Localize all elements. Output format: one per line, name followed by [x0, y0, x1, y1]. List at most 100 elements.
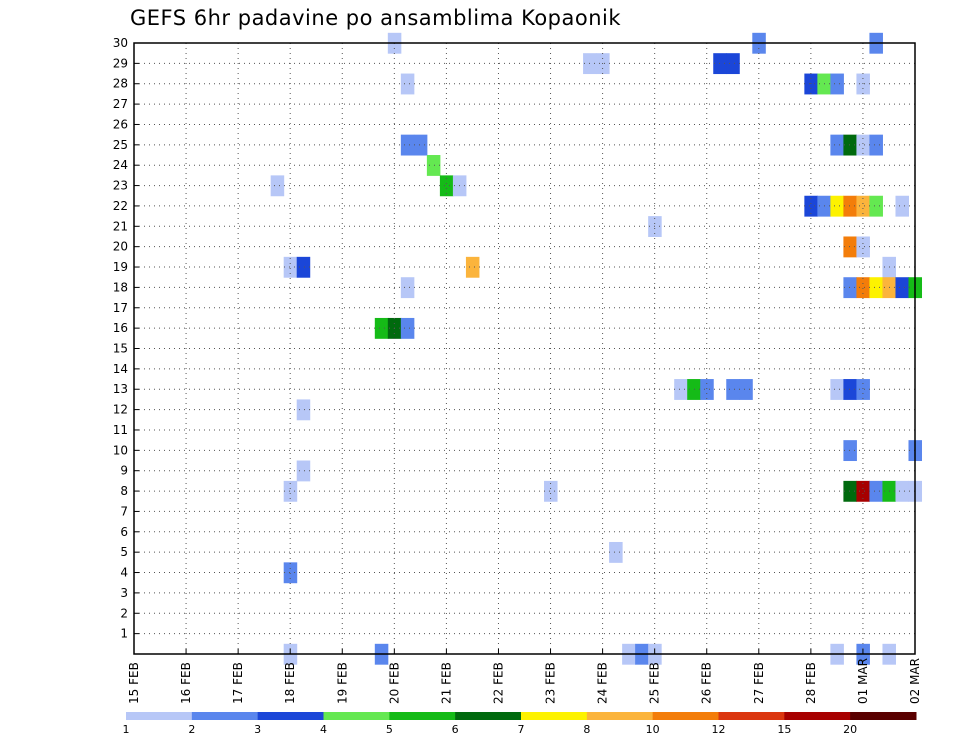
x-tick-label: 21 FEB — [439, 662, 453, 704]
x-tick-label: 22 FEB — [491, 662, 505, 704]
heatmap-cell — [400, 134, 415, 156]
y-tick-label: 9 — [120, 464, 128, 478]
heatmap-cell — [400, 317, 415, 339]
heatmap-cell — [296, 460, 311, 482]
colorbar-segment — [586, 712, 654, 720]
x-tick-label: 20 FEB — [387, 662, 401, 704]
heatmap-cell — [895, 480, 909, 502]
colorbar-label: 2 — [188, 723, 195, 736]
y-tick-label: 4 — [120, 566, 128, 580]
colorbar-segment — [126, 712, 193, 720]
x-tick-label: 01 MAR — [856, 658, 870, 704]
y-tick-label: 5 — [120, 545, 128, 559]
y-tick-label: 27 — [113, 97, 128, 111]
heatmap-cell — [843, 277, 857, 299]
x-tick-label: 16 FEB — [179, 662, 193, 704]
colorbar-segment — [718, 712, 785, 720]
y-tick-label: 26 — [113, 117, 128, 131]
heatmap-cell — [739, 379, 753, 400]
heatmap-cell — [843, 236, 857, 258]
y-tick-label: 11 — [113, 423, 128, 437]
colorbar: 1 2 3 4 5 6 7 8 10 12 15 20 — [123, 712, 917, 736]
y-tick-label: 14 — [113, 362, 128, 376]
heatmap-cell — [609, 541, 623, 563]
x-tick-label: 02 MAR — [908, 658, 922, 704]
x-tick-label: 23 FEB — [544, 662, 558, 704]
heatmap-cell — [869, 195, 883, 217]
colorbar-label: 3 — [254, 723, 261, 736]
x-tick-label: 19 FEB — [335, 662, 349, 704]
heatmap-cell — [830, 379, 844, 400]
y-tick-label: 23 — [113, 179, 128, 193]
ticks-layer: 1234567891011121314151617181920212223242… — [113, 36, 922, 704]
x-tick-label: 17 FEB — [231, 662, 245, 704]
heatmap-cell — [895, 277, 909, 299]
colorbar-label: 4 — [320, 723, 327, 736]
colorbar-segment — [784, 712, 851, 720]
x-tick-label: 27 FEB — [752, 662, 766, 704]
y-tick-label: 7 — [120, 504, 128, 518]
heatmap-cell — [296, 399, 311, 421]
y-tick-label: 20 — [113, 240, 128, 254]
colorbar-segment — [389, 712, 456, 720]
y-tick-label: 18 — [113, 280, 128, 294]
colorbar-segment — [323, 712, 390, 720]
y-tick-label: 17 — [113, 301, 128, 315]
y-tick-label: 1 — [120, 627, 128, 641]
y-tick-label: 8 — [120, 484, 128, 498]
heatmap-cell — [843, 134, 857, 156]
colorbar-label: 10 — [646, 723, 660, 736]
heatmap-cell — [843, 195, 857, 217]
colorbar-segment — [455, 712, 522, 720]
x-tick-label: 28 FEB — [804, 662, 818, 704]
colorbar-label: 6 — [452, 723, 459, 736]
y-tick-label: 12 — [113, 403, 128, 417]
y-tick-label: 29 — [113, 56, 128, 70]
heatmap-cell — [843, 440, 857, 462]
heatmap-cell — [856, 134, 870, 156]
colorbar-label: 1 — [123, 723, 130, 736]
colorbar-segment — [257, 712, 324, 720]
heatmap-cell — [400, 277, 415, 299]
heatmap-cell — [869, 480, 883, 502]
y-tick-label: 22 — [113, 199, 128, 213]
colorbar-label: 20 — [843, 723, 857, 736]
colorbar-segment — [191, 712, 259, 720]
y-tick-label: 28 — [113, 77, 128, 91]
heatmap-cell — [400, 73, 415, 95]
colorbar-segment — [521, 712, 588, 720]
colorbar-segment — [850, 712, 917, 720]
heatmap-cell — [856, 195, 870, 217]
heatmap-cell — [283, 480, 298, 502]
heatmap-cell — [439, 175, 454, 197]
y-tick-label: 19 — [113, 260, 128, 274]
heatmap-cell — [843, 379, 857, 400]
y-tick-label: 15 — [113, 342, 128, 356]
y-tick-label: 30 — [113, 36, 128, 50]
heatmap-cell — [687, 379, 701, 400]
colorbar-label: 15 — [777, 723, 791, 736]
y-tick-label: 24 — [113, 158, 128, 172]
y-tick-label: 25 — [113, 138, 128, 152]
heatmap-cell — [856, 480, 870, 502]
heatmap-cell — [270, 175, 285, 197]
y-tick-label: 2 — [120, 606, 128, 620]
heatmap-cell — [869, 277, 883, 299]
colorbar-segment — [652, 712, 719, 720]
y-tick-label: 16 — [113, 321, 128, 335]
heatmap-cell — [830, 195, 844, 217]
heatmap-cell — [426, 155, 441, 176]
y-tick-label: 13 — [113, 382, 128, 396]
heatmap-cell — [856, 236, 870, 258]
colorbar-label: 8 — [583, 723, 590, 736]
heatmap-cell — [296, 256, 311, 278]
chart-title: GEFS 6hr padavine po ansamblima Kopaonik — [130, 6, 622, 30]
colorbar-label: 7 — [518, 723, 525, 736]
y-tick-label: 21 — [113, 219, 128, 233]
heatmap-cell — [674, 379, 688, 400]
grid-layer — [134, 43, 915, 654]
x-tick-label: 26 FEB — [700, 662, 714, 704]
colorbar-label: 5 — [386, 723, 393, 736]
heatmap-cell — [856, 277, 870, 299]
